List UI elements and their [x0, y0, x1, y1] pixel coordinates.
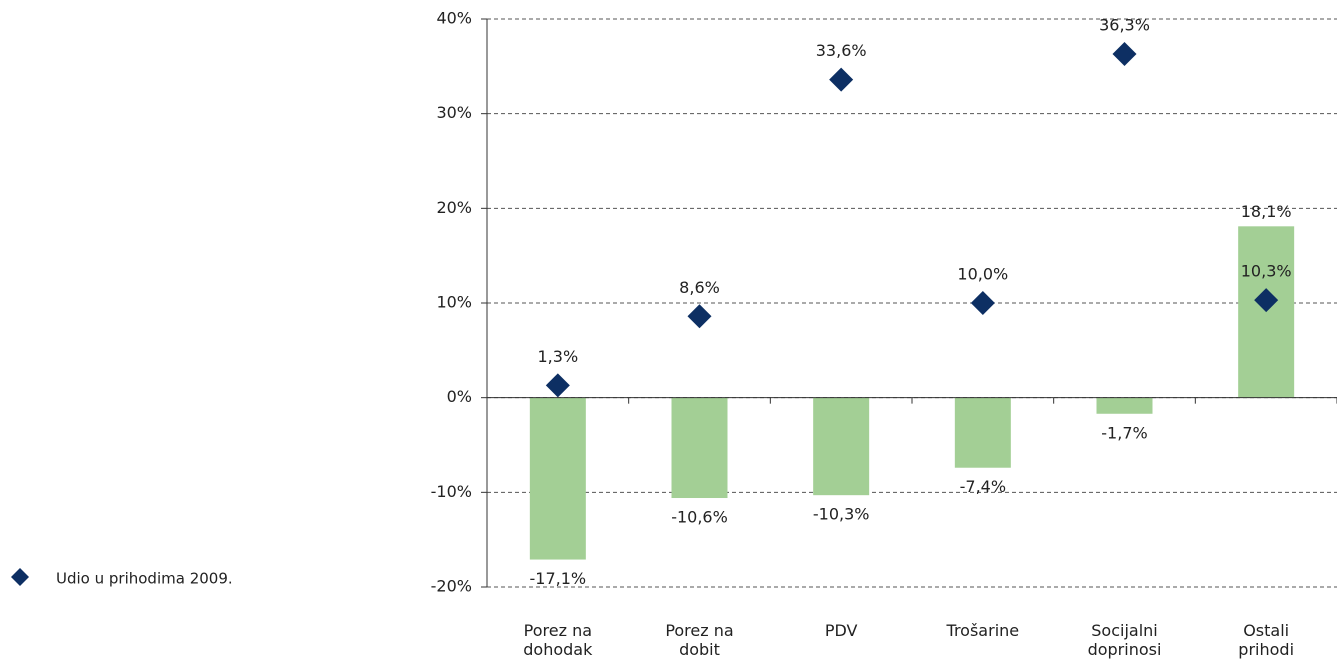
data-label: 10,0%	[957, 265, 1008, 284]
bar	[671, 397, 728, 499]
bar	[529, 397, 586, 560]
data-label: -7,4%	[960, 477, 1006, 496]
bar	[954, 397, 1011, 468]
x-tick-label: Porez na dobit	[665, 621, 734, 659]
data-label: 36,3%	[1099, 16, 1150, 35]
legend-marker	[11, 568, 29, 586]
data-label: -10,6%	[671, 508, 728, 527]
x-tick-label: Ostali prihodi	[1238, 621, 1295, 659]
diamond-marker	[687, 304, 712, 329]
y-tick-label: 20%	[436, 198, 472, 217]
diamond-marker	[829, 67, 854, 92]
x-tick-label: Porez na dohodak	[523, 621, 593, 659]
data-label: 1,3%	[538, 347, 579, 366]
bar	[1096, 397, 1153, 414]
data-label: 18,1%	[1241, 202, 1292, 221]
y-tick-label: -20%	[431, 577, 472, 596]
y-tick-label: 30%	[436, 103, 472, 122]
data-label: 33,6%	[816, 41, 867, 60]
data-label: -10,3%	[813, 505, 870, 524]
legend-label: Udio u prihodima 2009.	[56, 570, 233, 588]
y-tick-label: 0%	[447, 387, 472, 406]
x-tick-label: Trošarine	[946, 621, 1020, 640]
data-label: 10,3%	[1241, 262, 1292, 281]
y-tick-label: 40%	[436, 9, 472, 28]
data-label: -1,7%	[1101, 423, 1147, 442]
diamond-marker	[1112, 42, 1137, 67]
diamond-marker	[545, 373, 570, 398]
x-tick-label: PDV	[824, 621, 858, 640]
diamond-marker	[970, 291, 995, 315]
data-label: -17,1%	[530, 569, 587, 588]
bar	[813, 397, 870, 496]
y-tick-label: -10%	[431, 482, 472, 501]
diamond-marker	[1254, 288, 1279, 313]
x-tick-label: Socijalni doprinosi	[1087, 621, 1162, 659]
y-tick-label: 10%	[436, 293, 472, 312]
data-label: 8,6%	[679, 278, 720, 297]
